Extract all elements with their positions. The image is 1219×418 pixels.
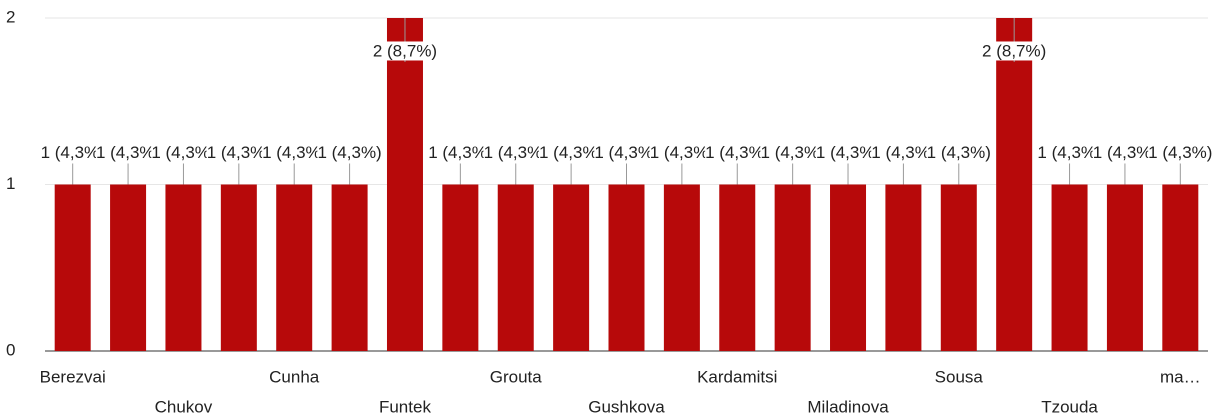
x-tick-label: ma… (1160, 367, 1201, 386)
bar (719, 184, 756, 351)
bar (1162, 184, 1199, 351)
value-label: 1 (4,3%) (96, 143, 160, 162)
value-label: 1 (4,3%) (1037, 143, 1101, 162)
bar (553, 184, 590, 351)
label-background (372, 41, 438, 61)
label-background (483, 142, 548, 162)
label-background (317, 142, 382, 162)
label-background (649, 142, 715, 162)
y-tick-label: 1 (6, 174, 15, 193)
y-tick-label: 0 (6, 340, 15, 359)
value-label: 1 (4,3%) (761, 143, 825, 162)
x-tick-label: Sousa (935, 367, 984, 386)
label-background (1092, 142, 1158, 162)
value-label: 1 (4,3%) (594, 143, 658, 162)
value-label: 1 (4,3%) (41, 143, 105, 162)
x-tick-label: Kardamitsi (697, 367, 777, 386)
value-label: 1 (4,3%) (871, 143, 935, 162)
label-background (206, 142, 271, 162)
label-background (926, 142, 991, 162)
bar (54, 184, 91, 351)
value-label: 1 (4,3%) (650, 143, 714, 162)
label-background (151, 142, 216, 162)
value-label: 1 (4,3%) (705, 143, 769, 162)
x-tick-label: Berezvai (40, 367, 106, 386)
bar (442, 184, 479, 351)
label-background (871, 142, 936, 162)
bar (220, 184, 257, 351)
x-tick-label: Cunha (269, 367, 320, 386)
label-background (705, 142, 770, 162)
x-tick-label: Chukov (155, 397, 213, 416)
bar (331, 184, 368, 351)
bar (1106, 184, 1143, 351)
label-background (95, 142, 161, 162)
x-tick-label: Grouta (490, 367, 543, 386)
value-label: 1 (4,3%) (1093, 143, 1157, 162)
bar (996, 18, 1033, 351)
y-tick-label: 2 (6, 7, 15, 26)
value-label: 2 (8,7%) (373, 41, 437, 60)
bar (830, 184, 867, 351)
label-background (428, 142, 493, 162)
value-label: 1 (4,3%) (484, 143, 548, 162)
bar (608, 184, 645, 351)
value-label: 1 (4,3%) (1148, 143, 1212, 162)
label-background (815, 142, 881, 162)
bar (110, 184, 147, 351)
x-tick-label: Miladinova (807, 397, 889, 416)
bar (774, 184, 811, 351)
label-background (594, 142, 659, 162)
label-background (538, 142, 604, 162)
bar (885, 184, 922, 351)
value-label: 1 (4,3%) (428, 143, 492, 162)
value-label: 1 (4,3%) (816, 143, 880, 162)
value-label: 1 (4,3%) (317, 143, 381, 162)
value-label: 1 (4,3%) (207, 143, 271, 162)
x-tick-label: Gushkova (588, 397, 665, 416)
value-label: 1 (4,3%) (262, 143, 326, 162)
bar (165, 184, 202, 351)
bar (276, 184, 313, 351)
bar (1051, 184, 1088, 351)
label-background (760, 142, 825, 162)
label-background (1037, 142, 1102, 162)
bar (940, 184, 977, 351)
value-label: 1 (4,3%) (539, 143, 603, 162)
value-label: 1 (4,3%) (151, 143, 215, 162)
x-tick-label: Funtek (379, 397, 431, 416)
x-tick-label: Tzouda (1041, 397, 1098, 416)
bar (663, 184, 700, 351)
label-background (40, 142, 105, 162)
value-label: 1 (4,3%) (927, 143, 991, 162)
label-background (1148, 142, 1213, 162)
value-label: 2 (8,7%) (982, 41, 1046, 60)
bar (386, 18, 423, 351)
label-background (982, 41, 1047, 61)
label-background (262, 142, 327, 162)
bar (497, 184, 534, 351)
